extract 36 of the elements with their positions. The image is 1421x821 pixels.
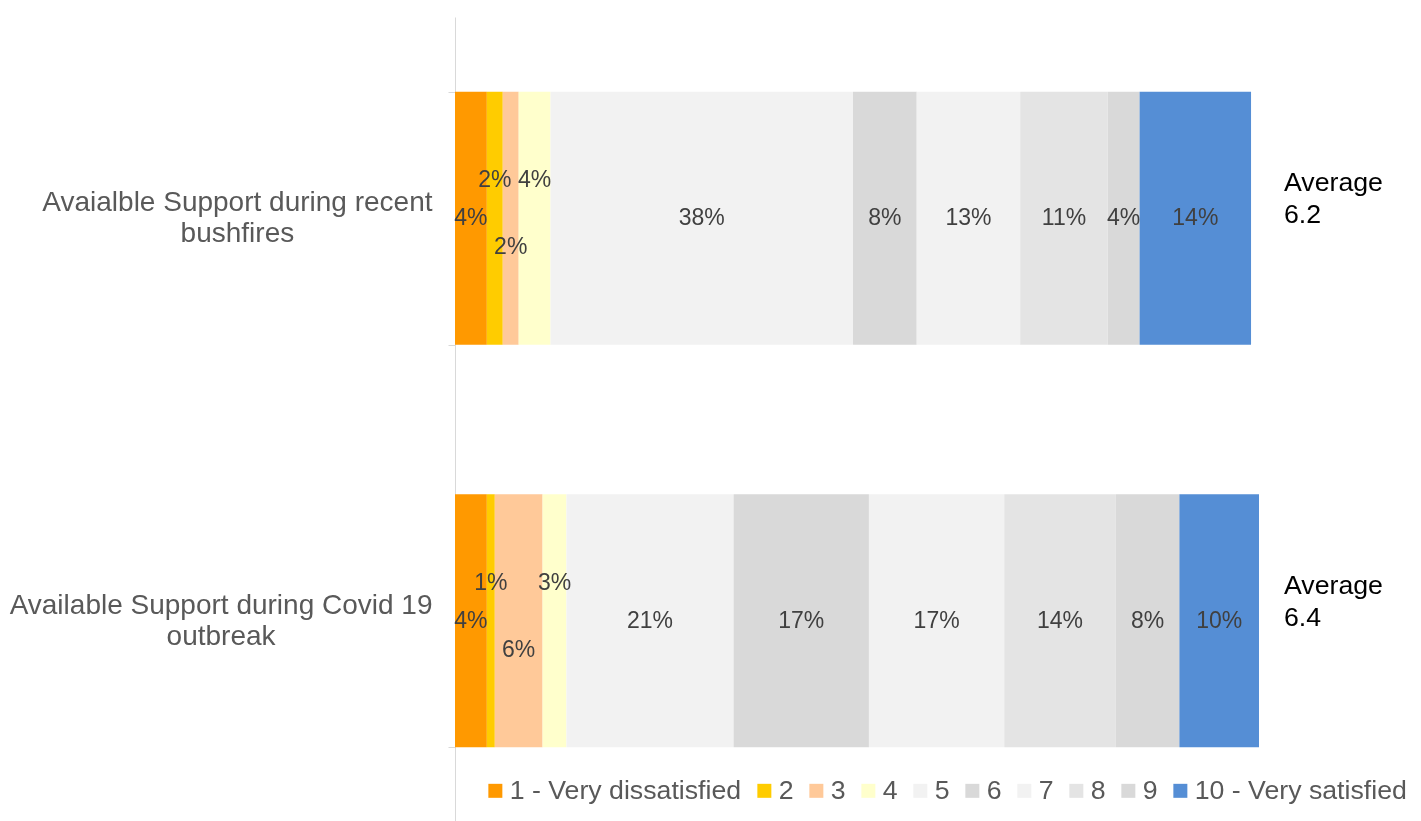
data-label: 17% xyxy=(778,606,825,633)
data-label: 8% xyxy=(868,204,902,231)
legend-label: 5 xyxy=(934,774,950,805)
data-label: 38% xyxy=(678,204,725,231)
data-label: 14% xyxy=(1036,606,1084,633)
legend-label: 1 - Very dissatisfied xyxy=(509,774,742,805)
y-tick-label: Available Support during Covid 19 outbreak xyxy=(9,588,433,651)
legend-label: 7 xyxy=(1038,774,1054,805)
data-label: 4% xyxy=(517,166,552,193)
data-label: 13% xyxy=(945,204,992,231)
bar xyxy=(916,91,1021,345)
bar xyxy=(550,91,854,345)
bar xyxy=(853,91,917,345)
data-label: 3% xyxy=(537,568,572,595)
data-label: 21% xyxy=(627,606,674,633)
data-label: 14% xyxy=(1172,204,1219,231)
legend-label: 8 xyxy=(1090,774,1106,805)
text: Average 6.4 xyxy=(1284,569,1383,632)
data-label: 8% xyxy=(1130,606,1165,633)
bar xyxy=(1179,494,1259,748)
y-tick-label: Avaialble Support during recent bushfires xyxy=(42,186,433,249)
text: Average 6.2 xyxy=(1284,167,1383,230)
data-label: 6% xyxy=(502,635,536,662)
legend-label: 3 xyxy=(830,774,846,805)
legend-label: 9 xyxy=(1142,774,1158,805)
legend-label: 6 xyxy=(986,774,1002,805)
legend-label: 4 xyxy=(882,774,898,805)
data-label: 11% xyxy=(1041,204,1087,231)
data-label: 4% xyxy=(1107,204,1141,231)
bar xyxy=(868,494,1005,748)
legend-label: 2 xyxy=(778,774,794,805)
legend-label: 10 - Very satisfied xyxy=(1194,774,1407,805)
data-label: 10% xyxy=(1196,606,1243,633)
data-label: 17% xyxy=(913,606,960,633)
bar xyxy=(733,494,869,748)
bar xyxy=(1139,91,1252,345)
